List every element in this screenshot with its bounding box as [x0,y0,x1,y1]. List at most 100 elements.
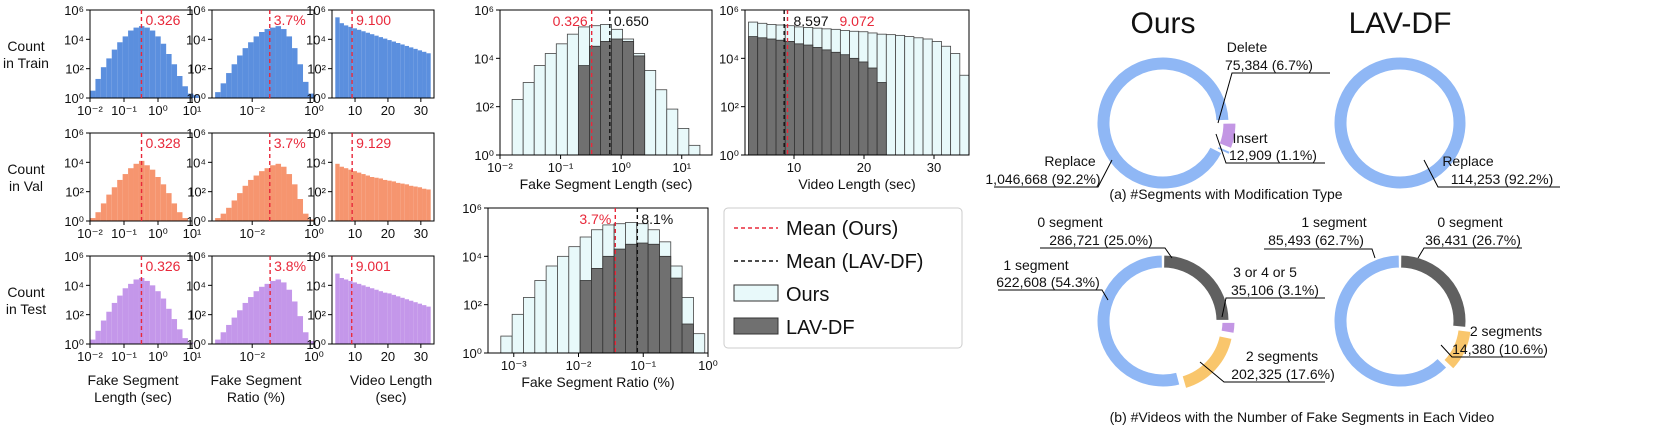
donut-slice [1220,321,1236,335]
y-tick-label: 10⁶ [186,249,206,264]
y-tick-label: 10² [307,185,326,200]
x-tick-label: 10⁻¹ [111,226,137,241]
y-tick-label: 10⁰ [186,91,206,106]
histogram-bar [378,37,383,98]
lavdf-bar [611,38,623,156]
label-ours-delete-name: Delete [1227,39,1268,55]
histogram-bar [356,172,362,221]
histogram-bar [144,27,150,99]
ours-bar [904,36,915,156]
label-ours-three-value: 35,106 (3.1%) [1231,282,1319,298]
y-tick-label: 10⁶ [64,3,84,18]
histogram-bar [374,177,379,221]
x-tick-label: 10⁻² [239,349,265,364]
histogram-bar [352,282,357,344]
y-tick-label: 10⁶ [64,249,84,264]
histogram-bar [417,187,423,221]
histogram-bar [155,36,161,98]
col-xlabel-length-2: Length (sec) [94,389,172,405]
label-ours-zero-value: 286,721 (25.0%) [1049,232,1153,248]
histogram-bar [133,163,139,221]
x-tick-label: 10⁻² [566,358,592,373]
mean-label: 0.326 [145,258,180,274]
panel-test-length: 10⁰ 10² 10⁴ 10⁶ 10⁻² 10⁻¹ 10⁰ 10¹ 0.326 [64,249,202,364]
histogram-bar [422,188,427,221]
histogram-bar [106,194,112,221]
y-tick-label: 10² [187,308,206,323]
histogram-bar [90,90,96,98]
histogram-bar [365,32,370,98]
mean-ours-label: 3.7% [579,211,611,227]
histogram-bar [396,296,401,344]
panel-train-length: 10⁰ 10² 10⁴ 10⁶ 10⁻² 10⁻¹ 10⁰ 10¹ 0.326 [64,3,202,118]
ours-bar [511,313,524,354]
panel-train-video: 10⁰ 10² 10⁴ 10⁶ 10 20 30 9.100 [306,3,435,118]
mean-lavdf-label: 0.650 [614,13,649,29]
donut-slice [1181,335,1233,390]
histogram-bar [413,48,418,98]
donut-lavdf-segment-count [1333,254,1472,388]
histogram-bar [90,339,96,344]
histogram-bar [237,55,243,98]
lavdf-bar [830,51,841,156]
donut-slice [1400,254,1467,328]
axes-frame [211,255,315,345]
lavdf-bar [622,41,635,156]
label-ours-zero-name: 0 segment [1037,214,1102,230]
x-tick-label: 30 [927,160,941,175]
x-tick-label: 10⁻² [77,226,103,241]
lavdf-bar [748,36,759,156]
y-tick-label: 10² [65,185,84,200]
mean-lavdf-label: 8.1% [641,211,673,227]
panel-test-ratio: 10⁰ 10² 10⁴ 10⁶ 10⁻² 10⁰ 3.8% [186,249,324,364]
histogram-bar [259,32,265,98]
row-label-test-2: in Test [6,301,46,317]
histogram-bar [335,17,340,98]
histogram-bar [231,317,238,344]
histogram-bar [369,177,375,221]
histogram-bar [369,288,375,344]
ours-bar [666,108,679,156]
histogram-bar [182,86,188,98]
row-label-train-2: in Train [3,55,49,71]
histogram-bar [343,168,349,221]
mean-lavdf-label: 8.597 [794,13,829,29]
histogram-bar [275,279,282,344]
panel-compare-video-length: 10⁰ 10² 10⁴ 10⁶ 10 20 30 8.597 9.072 Video Length… [719,3,970,192]
label-ours-three-name: 3 or 4 or 5 [1233,264,1297,280]
label-ours-replace-value: 1,046,668 (92.2%) [985,171,1100,187]
histogram-bar [166,308,172,344]
y-tick-label: 10⁰ [474,148,494,163]
legend-ours-swatch [733,284,779,302]
histogram-bar [374,35,379,98]
histogram-bar [297,199,304,221]
histogram-bar [264,168,271,221]
histogram-bar [292,301,298,344]
histogram-bar [387,180,392,221]
axes-frame [744,9,970,156]
histogram-bar [231,200,238,221]
histogram-bar [378,178,383,221]
label-ours-delete-value: 75,384 (6.7%) [1225,57,1313,73]
histogram-bar [426,53,431,98]
histogram-bar [242,185,249,221]
histogram-bar [177,329,183,344]
x-tick-label: 10⁰ [304,103,324,118]
histogram-bar [171,64,178,98]
histogram-bar [404,184,410,221]
y-tick-label: 10⁴ [64,278,84,293]
lavdf-bar [858,61,869,156]
label-lavdf-one-value: 85,493 (62.7%) [1268,232,1364,248]
panel-test-video: 10⁰ 10² 10⁴ 10⁶ 10 20 30 9.001 [306,249,435,364]
ours-bar [557,255,570,354]
x-tick-label: 10 [348,349,362,364]
histogram-bar [361,174,366,221]
label-ours-insert-value: 12,909 (1.1%) [1229,147,1317,163]
histogram-bar [122,36,129,98]
x-tick-label: 30 [414,226,428,241]
ours-bar [544,53,557,156]
histogram-bar [404,299,410,344]
donut-slice [1333,254,1448,388]
y-tick-label: 10⁰ [306,91,326,106]
histogram-bar [356,29,362,98]
